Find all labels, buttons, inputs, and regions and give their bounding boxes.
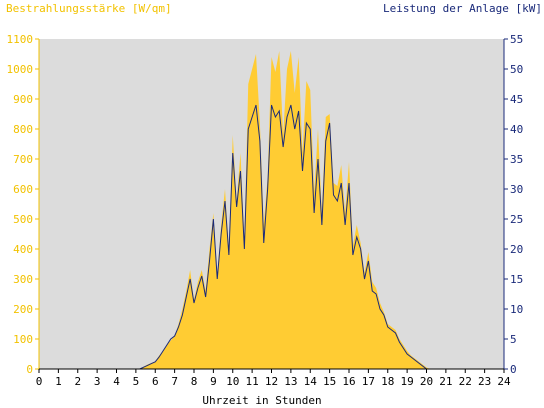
x-tick-label: 20 bbox=[420, 375, 433, 388]
x-tick-label: 0 bbox=[36, 375, 43, 388]
x-tick-label: 19 bbox=[401, 375, 414, 388]
right-tick-label: 10 bbox=[510, 303, 523, 316]
left-tick-label: 500 bbox=[13, 213, 33, 226]
left-tick-label: 800 bbox=[13, 123, 33, 136]
x-tick-label: 16 bbox=[342, 375, 355, 388]
x-tick-label: 2 bbox=[74, 375, 81, 388]
x-tick-label: 9 bbox=[210, 375, 217, 388]
x-tick-label: 23 bbox=[478, 375, 491, 388]
left-tick-label: 400 bbox=[13, 243, 33, 256]
x-tick-label: 24 bbox=[497, 375, 511, 388]
left-tick-label: 300 bbox=[13, 273, 33, 286]
x-tick-label: 14 bbox=[304, 375, 318, 388]
left-tick-label: 600 bbox=[13, 183, 33, 196]
left-tick-label: 1100 bbox=[7, 33, 34, 46]
left-axis-title: Bestrahlungsstärke [W/qm] bbox=[6, 2, 172, 15]
right-axis-ticks: 0 5 10 15 20 25 30 35 40 45 50 55 bbox=[504, 33, 523, 376]
left-axis-ticks: 0 100 200 300 400 500 600 700 800 900 1000 1100 bbox=[7, 33, 39, 376]
x-tick-label: 3 bbox=[94, 375, 101, 388]
x-axis-label: Uhrzeit in Stunden bbox=[202, 394, 321, 407]
right-tick-label: 0 bbox=[510, 363, 517, 376]
power-line bbox=[39, 104, 504, 370]
x-tick-label: 21 bbox=[439, 375, 452, 388]
irradiance-area bbox=[39, 51, 504, 369]
x-tick-label: 22 bbox=[459, 375, 472, 388]
x-tick-label: 6 bbox=[152, 375, 159, 388]
right-tick-label: 30 bbox=[510, 183, 523, 196]
left-tick-label: 200 bbox=[13, 303, 33, 316]
right-tick-label: 5 bbox=[510, 333, 517, 346]
right-tick-label: 35 bbox=[510, 153, 523, 166]
x-tick-label: 8 bbox=[191, 375, 198, 388]
x-tick-label: 4 bbox=[113, 375, 120, 388]
x-tick-label: 7 bbox=[171, 375, 178, 388]
x-tick-label: 15 bbox=[323, 375, 336, 388]
x-tick-label: 18 bbox=[381, 375, 394, 388]
x-tick-label: 10 bbox=[226, 375, 239, 388]
right-tick-label: 40 bbox=[510, 123, 523, 136]
right-tick-label: 15 bbox=[510, 273, 523, 286]
x-tick-label: 11 bbox=[246, 375, 259, 388]
left-tick-label: 900 bbox=[13, 93, 33, 106]
left-tick-label: 1000 bbox=[7, 63, 34, 76]
left-tick-label: 0 bbox=[26, 363, 33, 376]
right-axis-title: Leistung der Anlage [kW] bbox=[383, 2, 542, 15]
right-tick-label: 55 bbox=[510, 33, 523, 46]
right-tick-label: 50 bbox=[510, 63, 523, 76]
x-tick-label: 13 bbox=[284, 375, 297, 388]
x-axis-ticks: 0 1 2 3 4 5 6 7 8 9 10 11 12 13 14 15 16 17 18 19 20 21 22 23 24 bbox=[36, 369, 511, 388]
left-tick-label: 700 bbox=[13, 153, 33, 166]
x-tick-label: 5 bbox=[133, 375, 140, 388]
x-tick-label: 17 bbox=[362, 375, 375, 388]
left-tick-label: 100 bbox=[13, 333, 33, 346]
x-tick-label: 12 bbox=[265, 375, 278, 388]
right-tick-label: 25 bbox=[510, 213, 523, 226]
x-tick-label: 1 bbox=[55, 375, 62, 388]
right-tick-label: 20 bbox=[510, 243, 523, 256]
right-tick-label: 45 bbox=[510, 93, 523, 106]
